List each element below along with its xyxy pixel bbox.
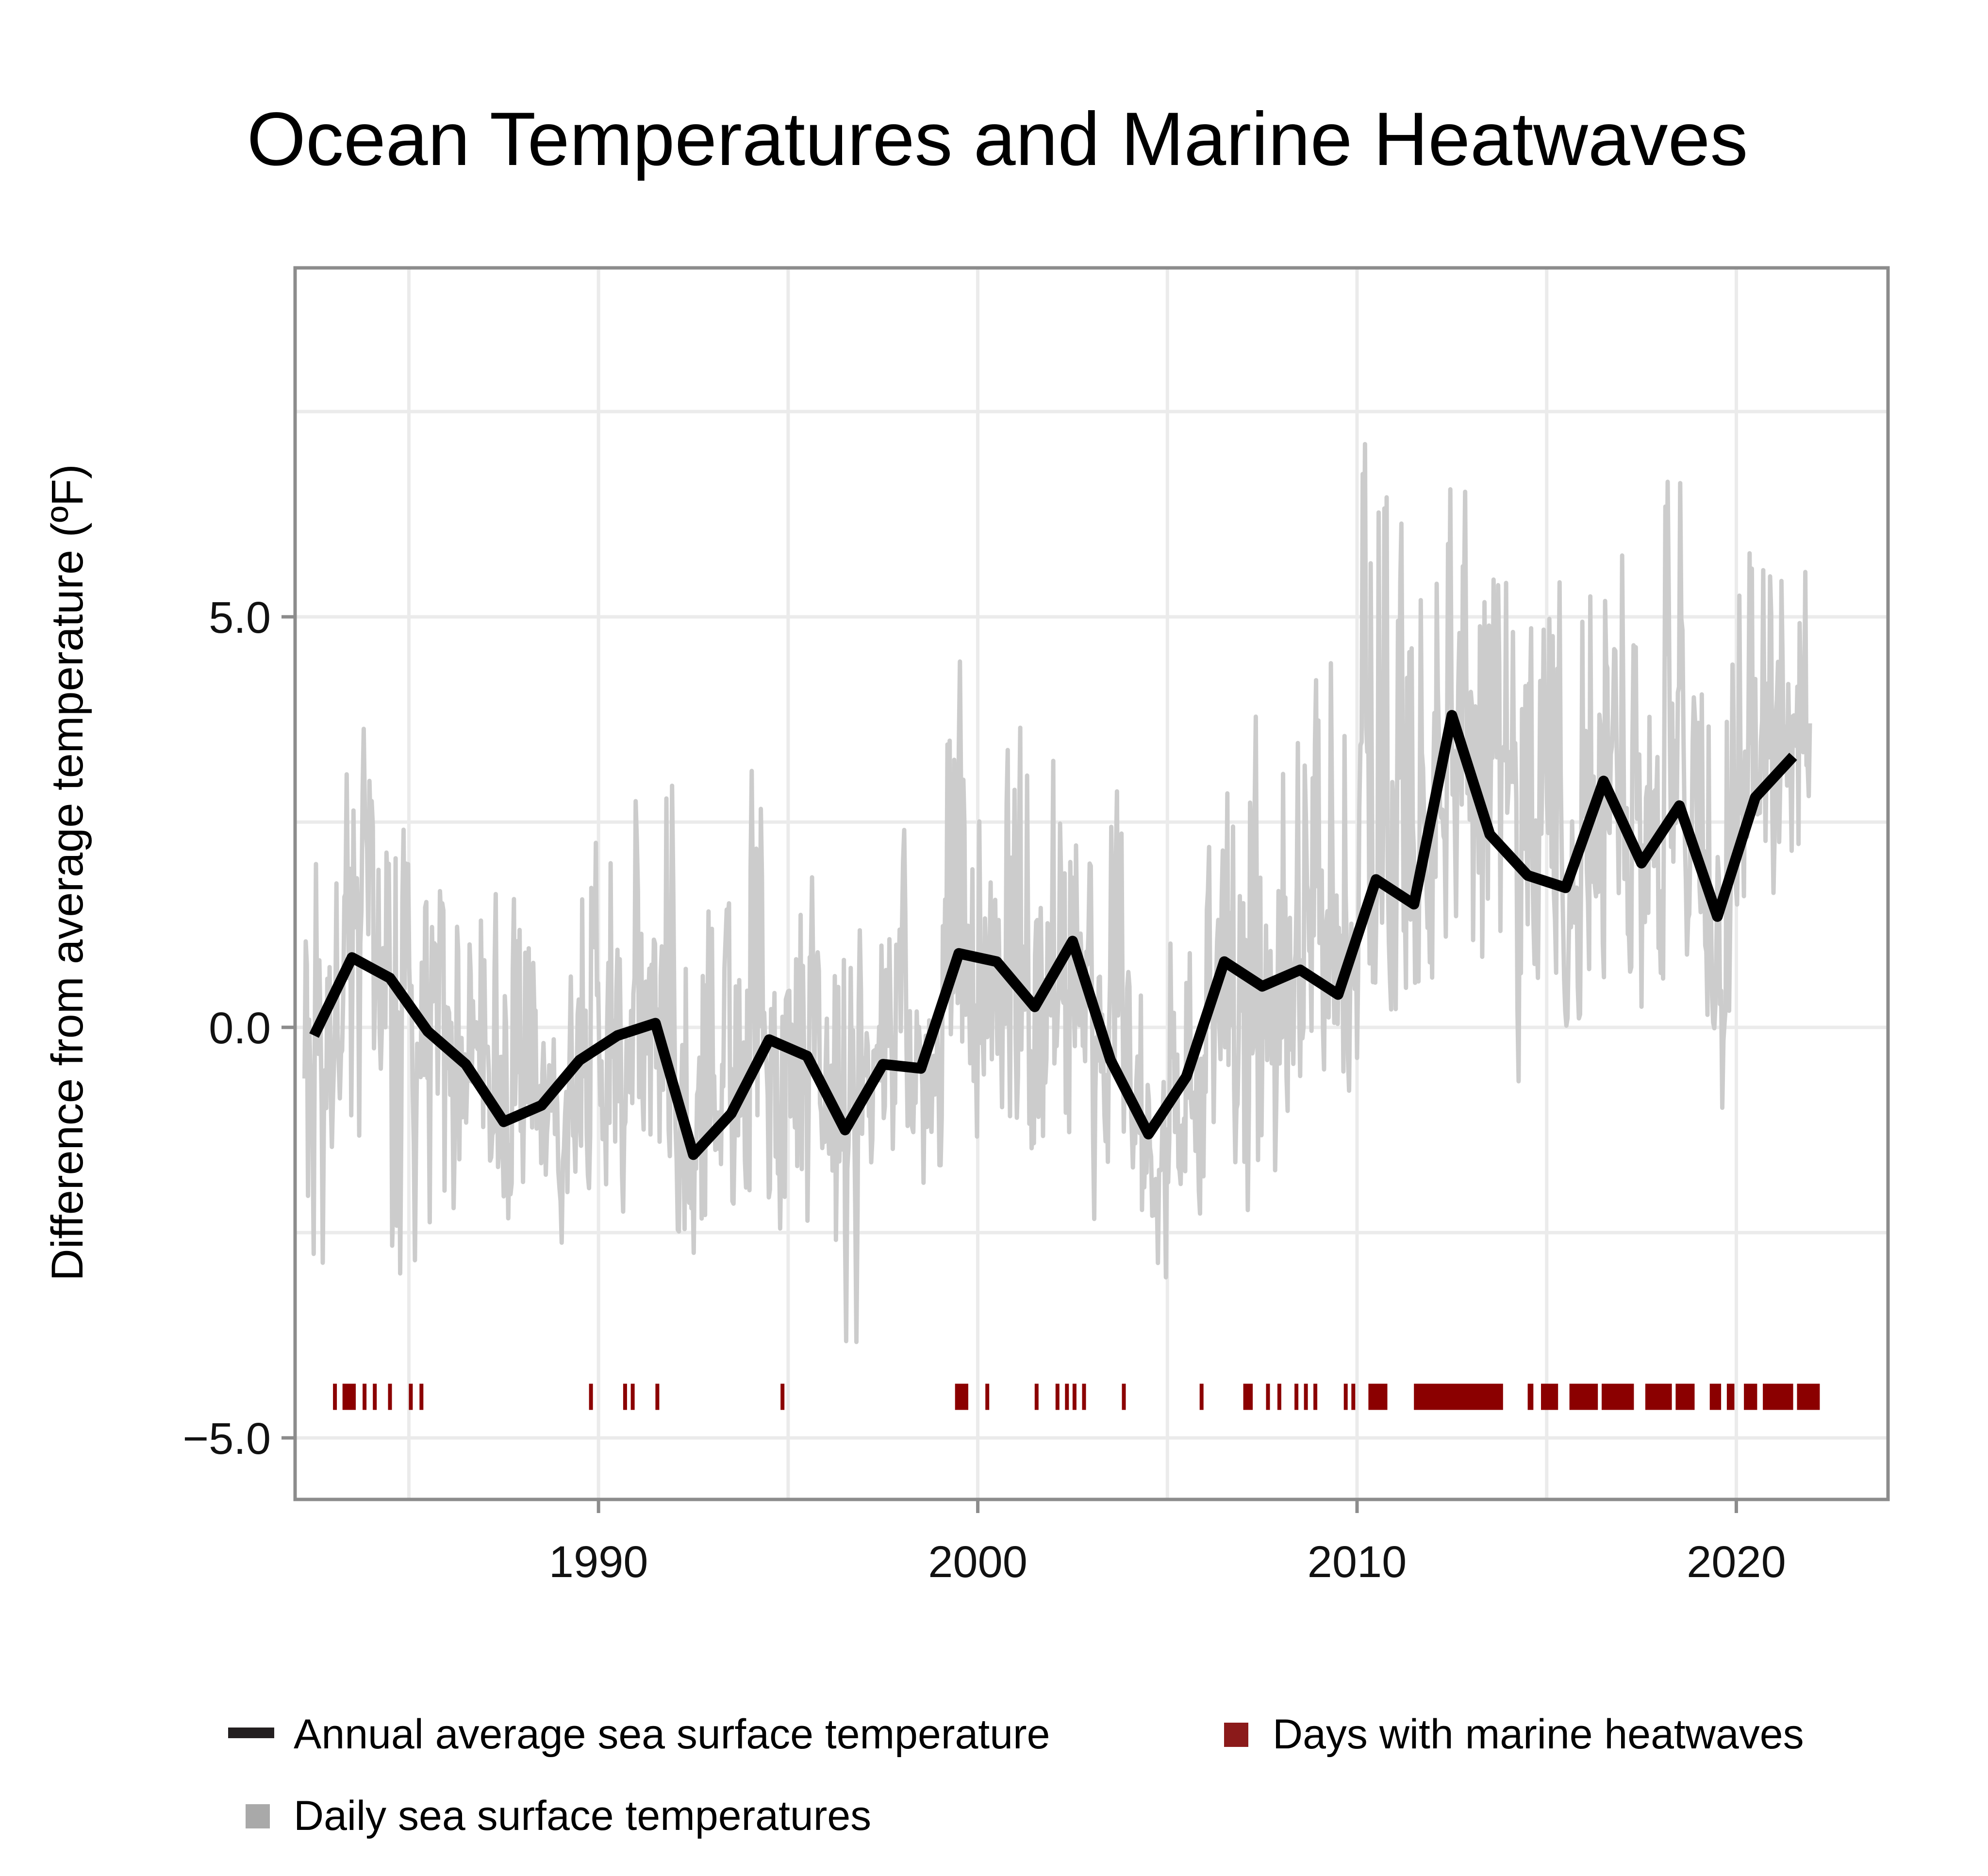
heatwave-period-mark (1294, 1383, 1299, 1410)
heatwave-period-mark (1304, 1383, 1308, 1410)
annual-average-series-line (309, 710, 1797, 1160)
legend-label-annual: Annual average sea surface temperature (294, 1711, 1050, 1758)
heatwave-period-mark (1343, 1383, 1348, 1410)
x-tick-label: 2000 (928, 1537, 1027, 1587)
annual-average-line (309, 710, 1797, 1160)
heatwave-period-mark (1277, 1383, 1281, 1410)
heatwave-period-mark (623, 1383, 627, 1410)
heatwave-period-mark (333, 1383, 337, 1410)
heatwave-period-mark (363, 1383, 367, 1410)
heatwave-period-mark (342, 1383, 356, 1410)
heatwave-period-mark (1199, 1383, 1204, 1410)
y-axis: −5.0 0.0 5.0 (182, 593, 295, 1464)
heatwave-period-mark (1645, 1383, 1672, 1410)
heatwave-period-mark (1034, 1383, 1039, 1410)
heatwave-period-mark (1082, 1383, 1086, 1410)
heatwave-period-mark (1726, 1383, 1735, 1410)
heatwave-period-mark (1055, 1383, 1060, 1410)
legend-item-daily: Daily sea surface temperatures (246, 1793, 871, 1839)
chart-title: Ocean Temperatures and Marine Heatwaves (247, 97, 1748, 181)
y-tick-label: 0.0 (209, 1004, 271, 1053)
heatwave-period-mark (1797, 1383, 1820, 1410)
y-tick-label: 5.0 (209, 593, 271, 642)
heatwave-period-mark (1414, 1383, 1503, 1410)
legend-item-annual: Annual average sea surface temperature (228, 1711, 1050, 1758)
heatwave-period-mark (1368, 1383, 1388, 1410)
heatwave-period-mark (373, 1383, 377, 1410)
x-tick-label: 2010 (1308, 1537, 1407, 1587)
heatwave-period-mark (985, 1383, 990, 1410)
heatwave-period-mark (1709, 1383, 1722, 1410)
y-axis-title: Difference from average temperature (ºF) (43, 464, 92, 1281)
legend-key-heatwave (1224, 1723, 1248, 1747)
legend-label-heatwave: Days with marine heatwaves (1273, 1711, 1804, 1758)
heatwave-period-mark (1313, 1383, 1318, 1410)
heatwave-period-mark (1569, 1383, 1598, 1410)
heatwave-period-mark (419, 1383, 424, 1410)
heatwave-period-mark (1243, 1383, 1253, 1410)
heatwave-period-mark (655, 1383, 660, 1410)
heatwave-period-mark (780, 1383, 785, 1410)
heatwave-period-mark (409, 1383, 413, 1410)
legend-key-annual (228, 1728, 274, 1738)
heatwave-period-mark (955, 1383, 968, 1410)
x-axis: 1990 2000 2010 2020 (549, 1499, 1786, 1587)
daily-temperature-line (302, 442, 1812, 1344)
heatwave-period-mark (589, 1383, 593, 1410)
heatwave-period-mark (1541, 1383, 1558, 1410)
heatwave-period-mark (1675, 1383, 1695, 1410)
heatwave-period-mark (1763, 1383, 1793, 1410)
legend: Annual average sea surface temperature D… (228, 1711, 1804, 1839)
daily-temperature-band (302, 442, 1812, 1344)
x-tick-label: 2020 (1687, 1537, 1786, 1587)
y-tick-label: −5.0 (182, 1414, 271, 1464)
heatwave-period-mark (1266, 1383, 1270, 1410)
heatwave-markers (333, 1383, 1820, 1410)
heatwave-period-mark (1072, 1383, 1077, 1410)
heatwave-period-mark (388, 1383, 392, 1410)
heatwave-period-mark (1744, 1383, 1757, 1410)
plot-frame (293, 266, 1890, 1501)
heatwave-period-mark (1351, 1383, 1356, 1410)
legend-label-daily: Daily sea surface temperatures (294, 1793, 871, 1839)
heatwave-period-mark (630, 1383, 635, 1410)
legend-item-heatwave: Days with marine heatwaves (1224, 1711, 1804, 1758)
heatwave-period-mark (1602, 1383, 1634, 1410)
heatwave-period-mark (1065, 1383, 1069, 1410)
x-tick-label: 1990 (549, 1537, 648, 1587)
legend-key-daily (246, 1804, 270, 1828)
heatwave-period-mark (1122, 1383, 1126, 1410)
heatwave-period-mark (1527, 1383, 1534, 1410)
